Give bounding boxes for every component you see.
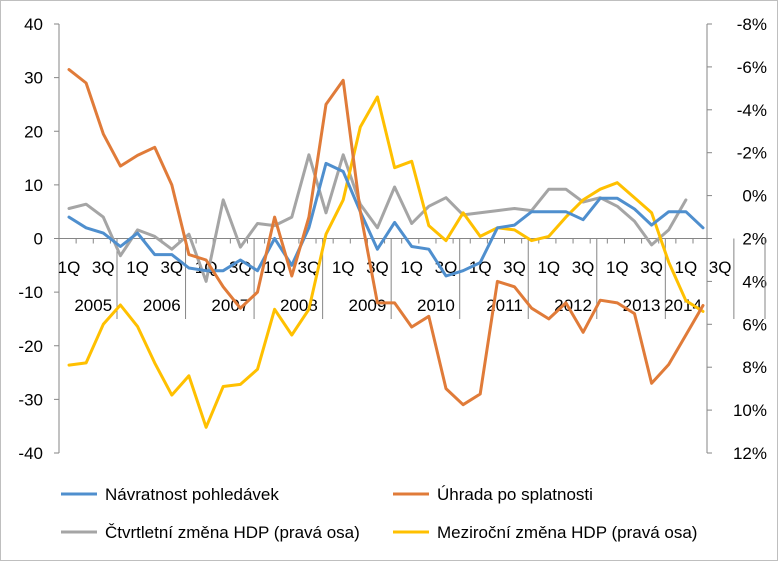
quarter-tick-label: 3Q — [572, 258, 595, 277]
legend-label: Návratnost pohledávek — [105, 485, 279, 504]
year-label: 2014 — [664, 296, 702, 315]
quarter-tick-label: 3Q — [709, 258, 732, 277]
legend-label: Úhrada po splatnosti — [437, 485, 593, 504]
quarter-tick-label: 3Q — [298, 258, 321, 277]
quarter-tick-label: 3Q — [435, 258, 458, 277]
left-axis-tick-label: -30 — [18, 390, 43, 409]
left-axis-tick-label: 30 — [24, 69, 43, 88]
right-axis-tick-label: 12% — [733, 444, 767, 463]
quarter-tick-label: 1Q — [606, 258, 629, 277]
legend-label: Meziroční změna HDP (pravá osa) — [437, 523, 697, 542]
quarter-tick-label: 1Q — [400, 258, 423, 277]
left-axis-tick-label: 0 — [34, 230, 43, 249]
left-axis-tick-label: 10 — [24, 176, 43, 195]
right-axis-tick-label: -4% — [737, 101, 767, 120]
quarter-tick-label: 1Q — [263, 258, 286, 277]
left-axis-tick-label: -10 — [18, 283, 43, 302]
year-label: 2006 — [143, 296, 181, 315]
series-line-4 — [67, 95, 705, 429]
right-axis-tick-label: -2% — [737, 144, 767, 163]
series-line-1 — [67, 161, 705, 278]
left-axis-tick-label: -20 — [18, 337, 43, 356]
left-axis-tick-label: -40 — [18, 444, 43, 463]
quarter-tick-label: 1Q — [675, 258, 698, 277]
year-label: 2010 — [417, 296, 455, 315]
year-label: 2013 — [623, 296, 661, 315]
right-axis-tick-label: 10% — [733, 401, 767, 420]
quarter-tick-label: 3Q — [92, 258, 115, 277]
quarter-tick-label: 3Q — [160, 258, 183, 277]
left-axis-tick-label: 20 — [24, 122, 43, 141]
right-axis-tick-label: 2% — [742, 230, 767, 249]
right-axis-tick-label: -8% — [737, 15, 767, 34]
quarter-tick-label: 1Q — [58, 258, 81, 277]
year-label: 2005 — [74, 296, 112, 315]
quarter-tick-label: 3Q — [640, 258, 663, 277]
quarter-tick-label: 1Q — [126, 258, 149, 277]
left-axis-tick-label: 40 — [24, 15, 43, 34]
year-label: 2007 — [211, 296, 249, 315]
right-axis-tick-label: 0% — [742, 187, 767, 206]
quarter-tick-label: 1Q — [469, 258, 492, 277]
year-label: 2009 — [349, 296, 387, 315]
quarter-tick-label: 3Q — [503, 258, 526, 277]
year-label: 2012 — [554, 296, 592, 315]
right-axis-tick-label: 6% — [742, 315, 767, 334]
quarter-tick-label: 1Q — [537, 258, 560, 277]
quarter-tick-label: 1Q — [332, 258, 355, 277]
right-axis-tick-label: 8% — [742, 358, 767, 377]
legend-label: Čtvrtletní změna HDP (pravá osa) — [105, 523, 360, 542]
series-line-2 — [67, 68, 705, 407]
right-axis-tick-label: 4% — [742, 272, 767, 291]
right-axis-tick-label: -6% — [737, 58, 767, 77]
